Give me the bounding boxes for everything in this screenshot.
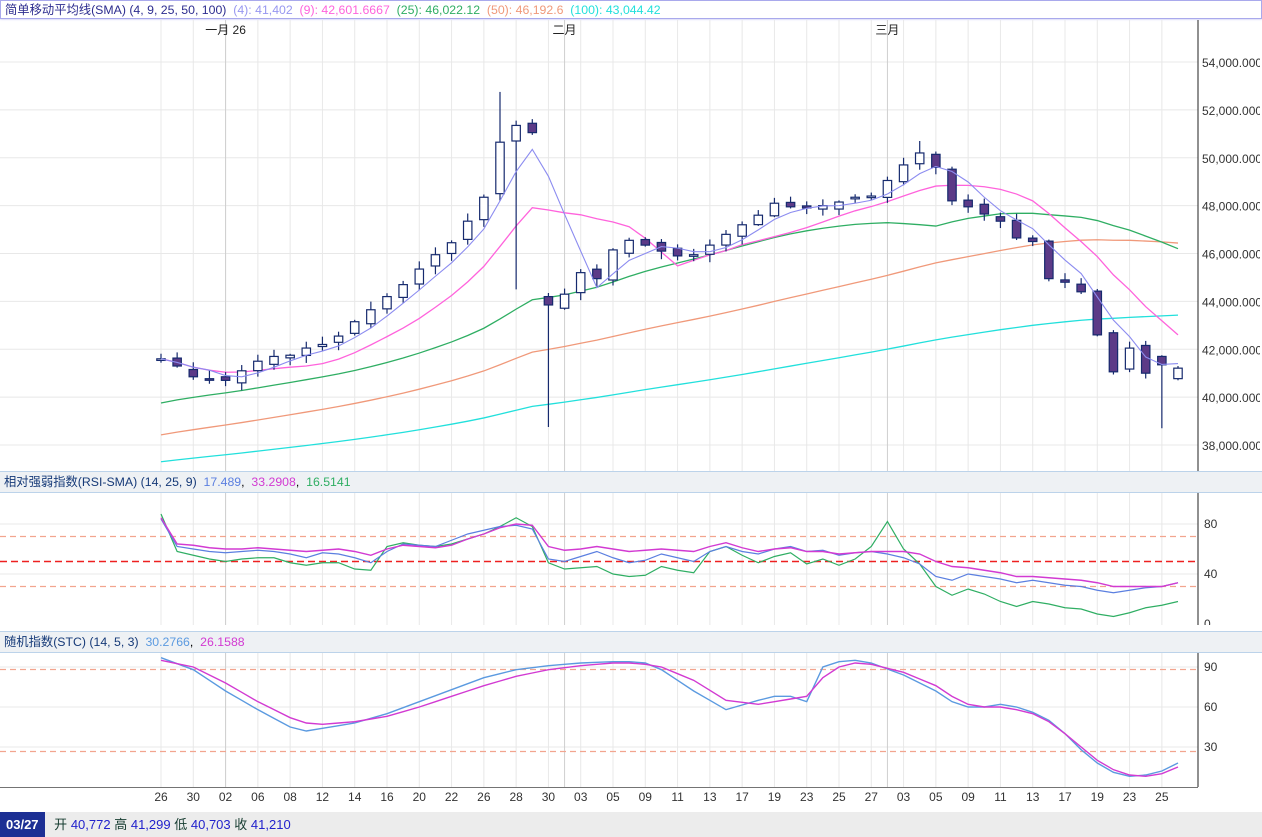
svg-text:17: 17 bbox=[735, 790, 749, 804]
svg-text:08: 08 bbox=[283, 790, 297, 804]
svg-text:40: 40 bbox=[1204, 567, 1218, 581]
svg-text:50,000.0000: 50,000.0000 bbox=[1202, 152, 1260, 166]
svg-text:26: 26 bbox=[154, 790, 168, 804]
svg-text:02: 02 bbox=[219, 790, 233, 804]
svg-text:20: 20 bbox=[413, 790, 427, 804]
svg-text:03: 03 bbox=[574, 790, 588, 804]
svg-text:11: 11 bbox=[994, 790, 1007, 804]
svg-text:23: 23 bbox=[1123, 790, 1137, 804]
svg-text:40,000.0000: 40,000.0000 bbox=[1202, 391, 1260, 405]
svg-text:28: 28 bbox=[509, 790, 523, 804]
svg-text:54,000.0000: 54,000.0000 bbox=[1202, 56, 1260, 70]
svg-text:30: 30 bbox=[1204, 740, 1218, 754]
svg-text:90: 90 bbox=[1204, 660, 1218, 674]
svg-text:三月: 三月 bbox=[875, 23, 899, 37]
svg-text:48,000.0000: 48,000.0000 bbox=[1202, 200, 1260, 214]
svg-text:13: 13 bbox=[703, 790, 717, 804]
svg-text:44,000.0000: 44,000.0000 bbox=[1202, 295, 1260, 309]
svg-text:52,000.0000: 52,000.0000 bbox=[1202, 104, 1260, 118]
svg-text:23: 23 bbox=[800, 790, 814, 804]
svg-text:09: 09 bbox=[961, 790, 975, 804]
svg-text:14: 14 bbox=[348, 790, 362, 804]
svg-text:0: 0 bbox=[1204, 617, 1211, 625]
svg-text:16: 16 bbox=[380, 790, 394, 804]
svg-text:13: 13 bbox=[1026, 790, 1040, 804]
svg-text:05: 05 bbox=[929, 790, 943, 804]
svg-text:一月 26: 一月 26 bbox=[205, 23, 246, 37]
svg-text:80: 80 bbox=[1204, 517, 1218, 531]
svg-text:60: 60 bbox=[1204, 700, 1218, 714]
svg-text:二月: 二月 bbox=[553, 23, 577, 37]
svg-text:17: 17 bbox=[1058, 790, 1072, 804]
svg-text:26: 26 bbox=[477, 790, 491, 804]
svg-text:11: 11 bbox=[671, 790, 684, 804]
svg-text:27: 27 bbox=[865, 790, 879, 804]
svg-text:09: 09 bbox=[639, 790, 653, 804]
svg-text:03: 03 bbox=[897, 790, 911, 804]
svg-text:22: 22 bbox=[445, 790, 459, 804]
svg-text:46,000.0000: 46,000.0000 bbox=[1202, 248, 1260, 262]
svg-text:30: 30 bbox=[187, 790, 201, 804]
svg-text:42,000.0000: 42,000.0000 bbox=[1202, 343, 1260, 357]
svg-text:25: 25 bbox=[832, 790, 846, 804]
svg-text:19: 19 bbox=[1091, 790, 1105, 804]
svg-text:19: 19 bbox=[768, 790, 782, 804]
svg-text:05: 05 bbox=[606, 790, 620, 804]
svg-text:30: 30 bbox=[542, 790, 556, 804]
svg-text:38,000.0000: 38,000.0000 bbox=[1202, 439, 1260, 453]
svg-text:06: 06 bbox=[251, 790, 265, 804]
svg-text:25: 25 bbox=[1155, 790, 1169, 804]
svg-text:12: 12 bbox=[316, 790, 330, 804]
